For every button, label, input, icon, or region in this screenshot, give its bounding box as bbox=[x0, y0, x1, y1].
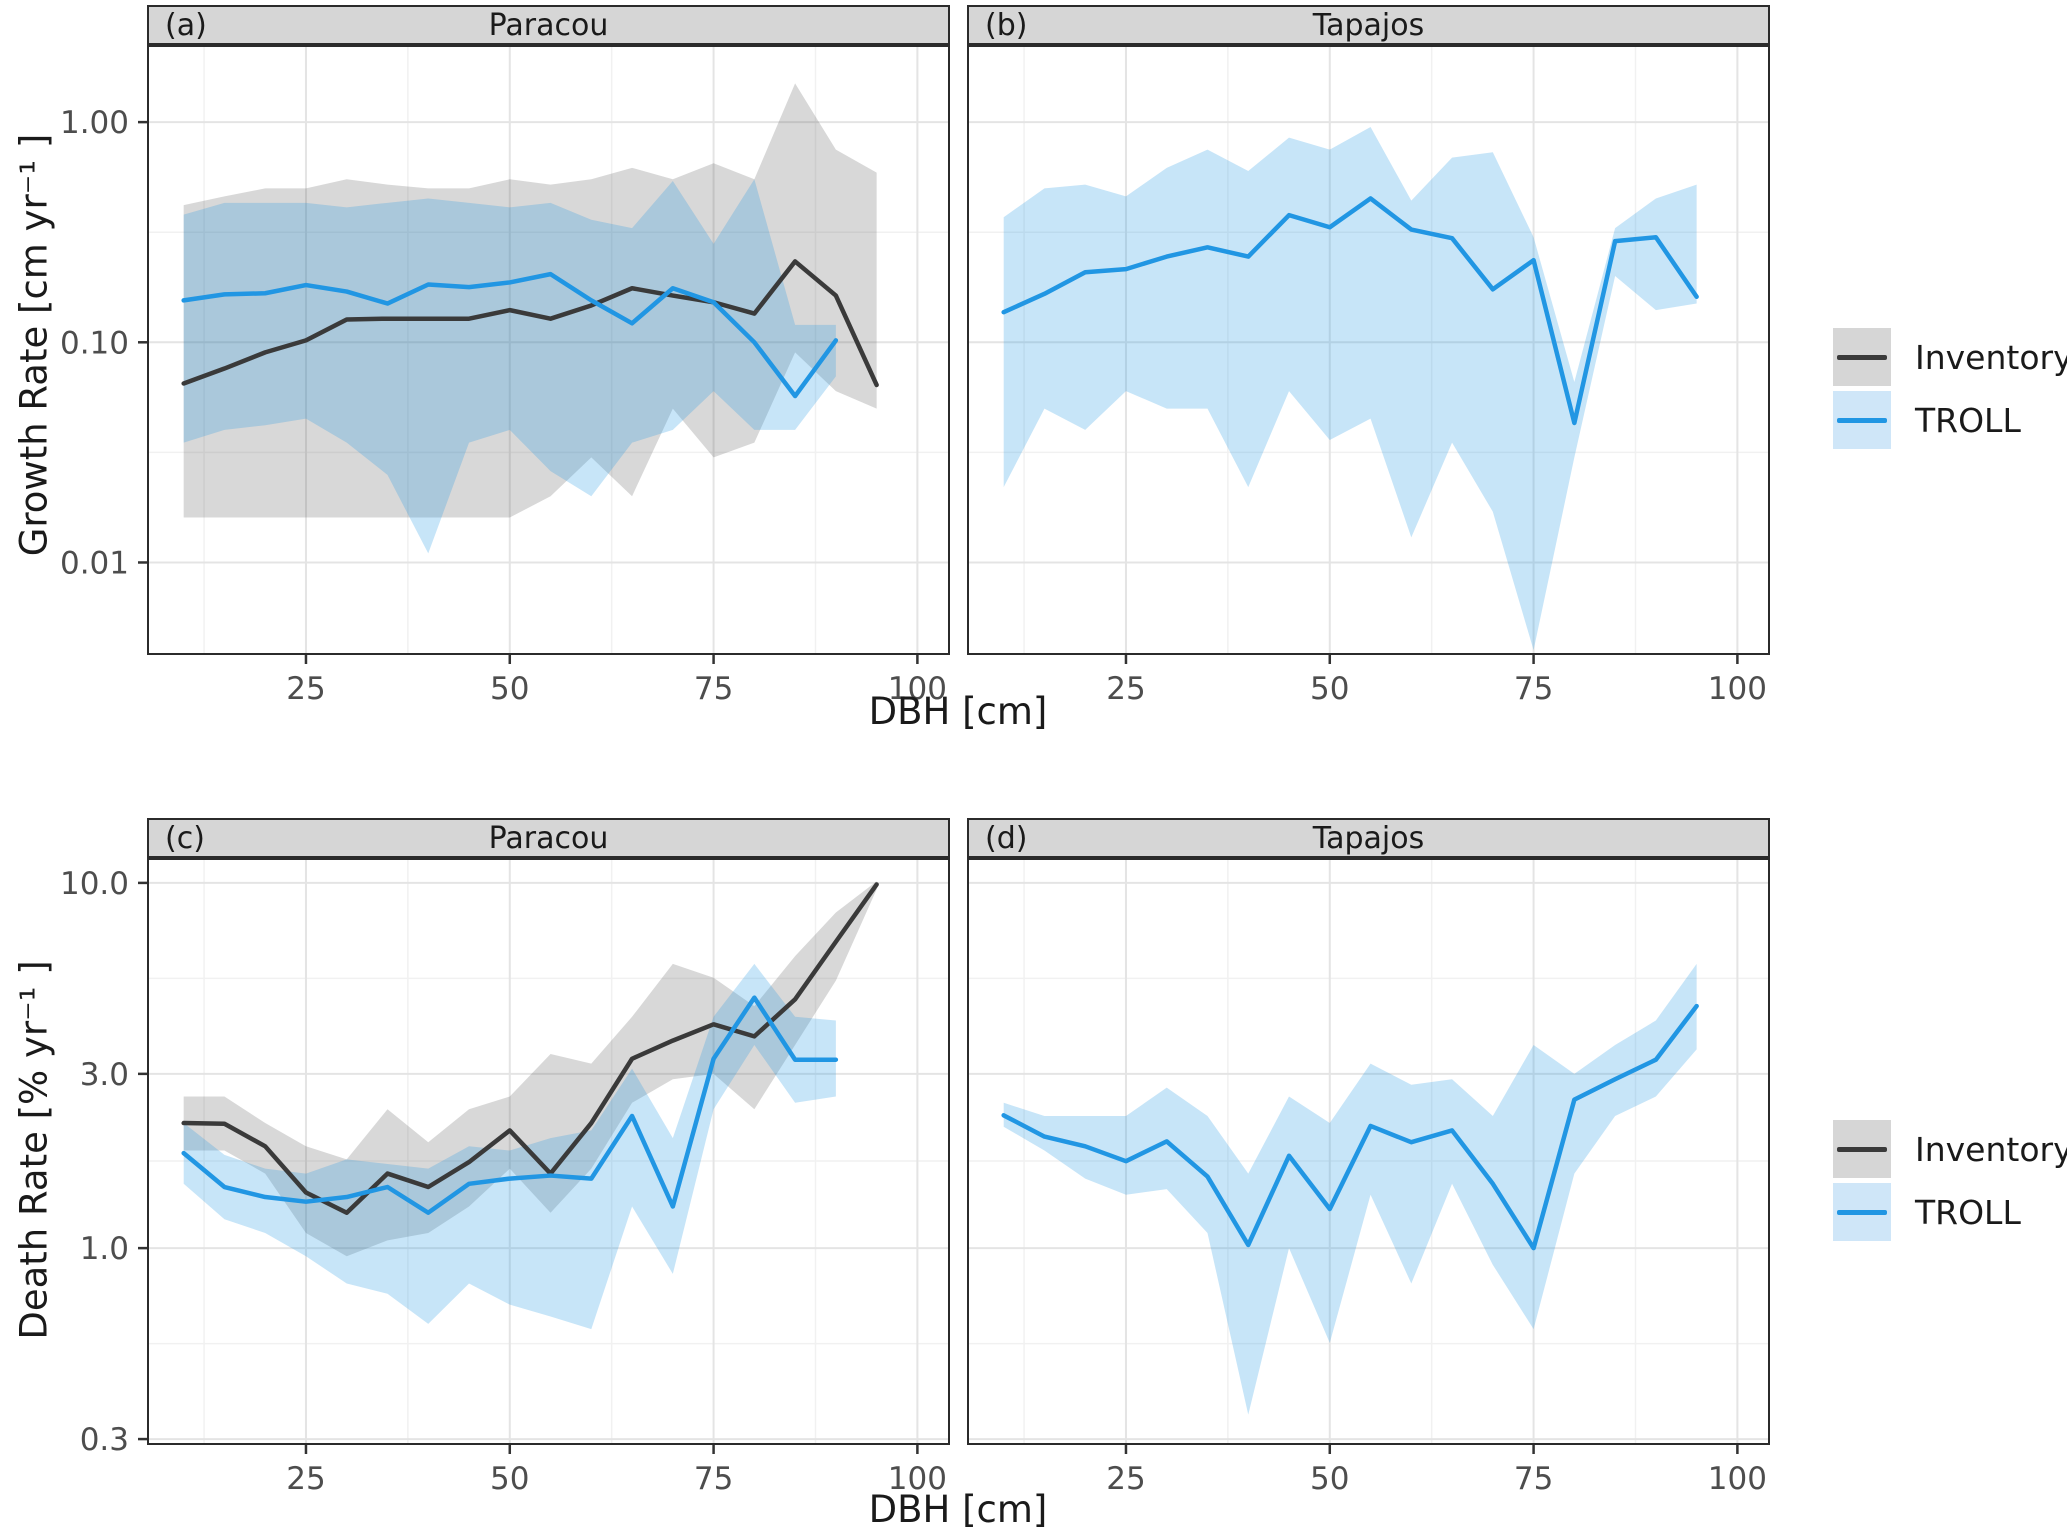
troll-key-swatch bbox=[1833, 391, 1891, 449]
x-tick-label: 50 bbox=[1310, 671, 1349, 707]
x-tick-label: 25 bbox=[1106, 671, 1145, 707]
panel-tag: (d) bbox=[985, 820, 1028, 856]
x-tick-label: 100 bbox=[1708, 671, 1767, 707]
ribbon-inventory bbox=[183, 83, 877, 518]
legend-item-inventory: Inventory bbox=[1833, 328, 2067, 386]
y-tick-label: 0.3 bbox=[80, 1422, 129, 1458]
y-axis-title-death: Death Rate [% yr⁻¹ ] bbox=[12, 960, 56, 1340]
x-axis-title-bottom: DBH [cm] bbox=[868, 1488, 1048, 1531]
strip-title: Tapajos bbox=[1312, 7, 1425, 43]
y-tick-label: 3.0 bbox=[80, 1057, 129, 1093]
ribbon-troll bbox=[183, 179, 836, 554]
y-axis-title-growth: Growth Rate [cm yr⁻¹ ] bbox=[12, 133, 56, 557]
y-tick-label: 1.00 bbox=[60, 105, 129, 141]
legend-label: TROLL bbox=[1915, 1192, 2021, 1232]
panel-a-plot: 25 50 75 100 1.00 0.10 0.01 bbox=[60, 45, 950, 707]
y-tick-label: 1.0 bbox=[80, 1231, 129, 1267]
strip-title: Tapajos bbox=[1312, 820, 1425, 856]
panel-c-svg: 25 50 75 100 10.0 3.0 1.0 0.3 bbox=[60, 858, 950, 1497]
x-axis-title-top: DBH [cm] bbox=[868, 690, 1048, 733]
x-tick-label: 75 bbox=[1514, 1461, 1553, 1497]
line-troll bbox=[181, 271, 839, 399]
panel-d-plot: 25 50 75 100 bbox=[967, 858, 1770, 1497]
panel-b-plot: 25 50 75 100 bbox=[967, 45, 1770, 707]
panel-tag: (c) bbox=[165, 820, 205, 856]
x-tick-label: 75 bbox=[1514, 671, 1553, 707]
legend-label: Inventory bbox=[1915, 337, 2067, 377]
legend-label: TROLL bbox=[1915, 400, 2021, 440]
legend-item-troll: TROLL bbox=[1833, 391, 2065, 449]
x-tick-label: 50 bbox=[1310, 1461, 1349, 1497]
y-tick-label: 0.10 bbox=[60, 325, 129, 361]
ribbon-inventory bbox=[183, 881, 877, 1257]
x-tick-label: 50 bbox=[490, 671, 529, 707]
legend-item-inventory: Inventory bbox=[1833, 1120, 2067, 1178]
x-tick-label: 100 bbox=[1708, 1461, 1767, 1497]
inventory-key-swatch bbox=[1833, 328, 1891, 386]
x-tick-label: 25 bbox=[286, 671, 325, 707]
legend-bottom: Inventory TROLL bbox=[1833, 1120, 2067, 1246]
strip-panel-b: (b) Tapajos bbox=[967, 5, 1770, 45]
x-tick-label: 25 bbox=[286, 1461, 325, 1497]
x-tick-label: 75 bbox=[694, 1461, 733, 1497]
y-tick-label: 10.0 bbox=[60, 866, 129, 902]
strip-title: Paracou bbox=[488, 820, 609, 856]
line-troll bbox=[181, 995, 839, 1215]
x-tick-label: 100 bbox=[888, 1461, 947, 1497]
panel-d-svg: 25 50 75 100 bbox=[967, 858, 1770, 1497]
legend-top: Inventory TROLL bbox=[1833, 328, 2067, 454]
x-tick-label: 100 bbox=[888, 671, 947, 707]
legend-item-troll: TROLL bbox=[1833, 1183, 2065, 1241]
troll-key-swatch bbox=[1833, 1183, 1891, 1241]
panel-tag: (b) bbox=[985, 7, 1028, 43]
panel-a-svg: 25 50 75 100 1.00 0.10 0.01 bbox=[60, 45, 950, 707]
line-troll bbox=[1001, 196, 1699, 426]
panel-b-svg: 25 50 75 100 bbox=[967, 45, 1770, 707]
ribbon-troll bbox=[183, 963, 836, 1330]
x-tick-label: 25 bbox=[1106, 1461, 1145, 1497]
x-tick-label: 75 bbox=[694, 671, 733, 707]
inventory-key-swatch bbox=[1833, 1120, 1891, 1178]
line-troll bbox=[1001, 1003, 1699, 1251]
ribbon-troll bbox=[1003, 127, 1697, 651]
strip-panel-c: (c) Paracou bbox=[147, 818, 950, 858]
line-inventory bbox=[181, 882, 879, 1215]
legend-label: Inventory bbox=[1915, 1129, 2067, 1169]
y-tick-label: 0.01 bbox=[60, 545, 129, 581]
ribbon-troll bbox=[1003, 963, 1697, 1415]
strip-panel-a: (a) Paracou bbox=[147, 5, 950, 45]
strip-panel-d: (d) Tapajos bbox=[967, 818, 1770, 858]
strip-title: Paracou bbox=[488, 7, 609, 43]
x-tick-label: 50 bbox=[490, 1461, 529, 1497]
panel-c-plot: 25 50 75 100 10.0 3.0 1.0 0.3 bbox=[60, 858, 950, 1497]
panel-tag: (a) bbox=[165, 7, 207, 43]
line-inventory bbox=[181, 259, 879, 388]
